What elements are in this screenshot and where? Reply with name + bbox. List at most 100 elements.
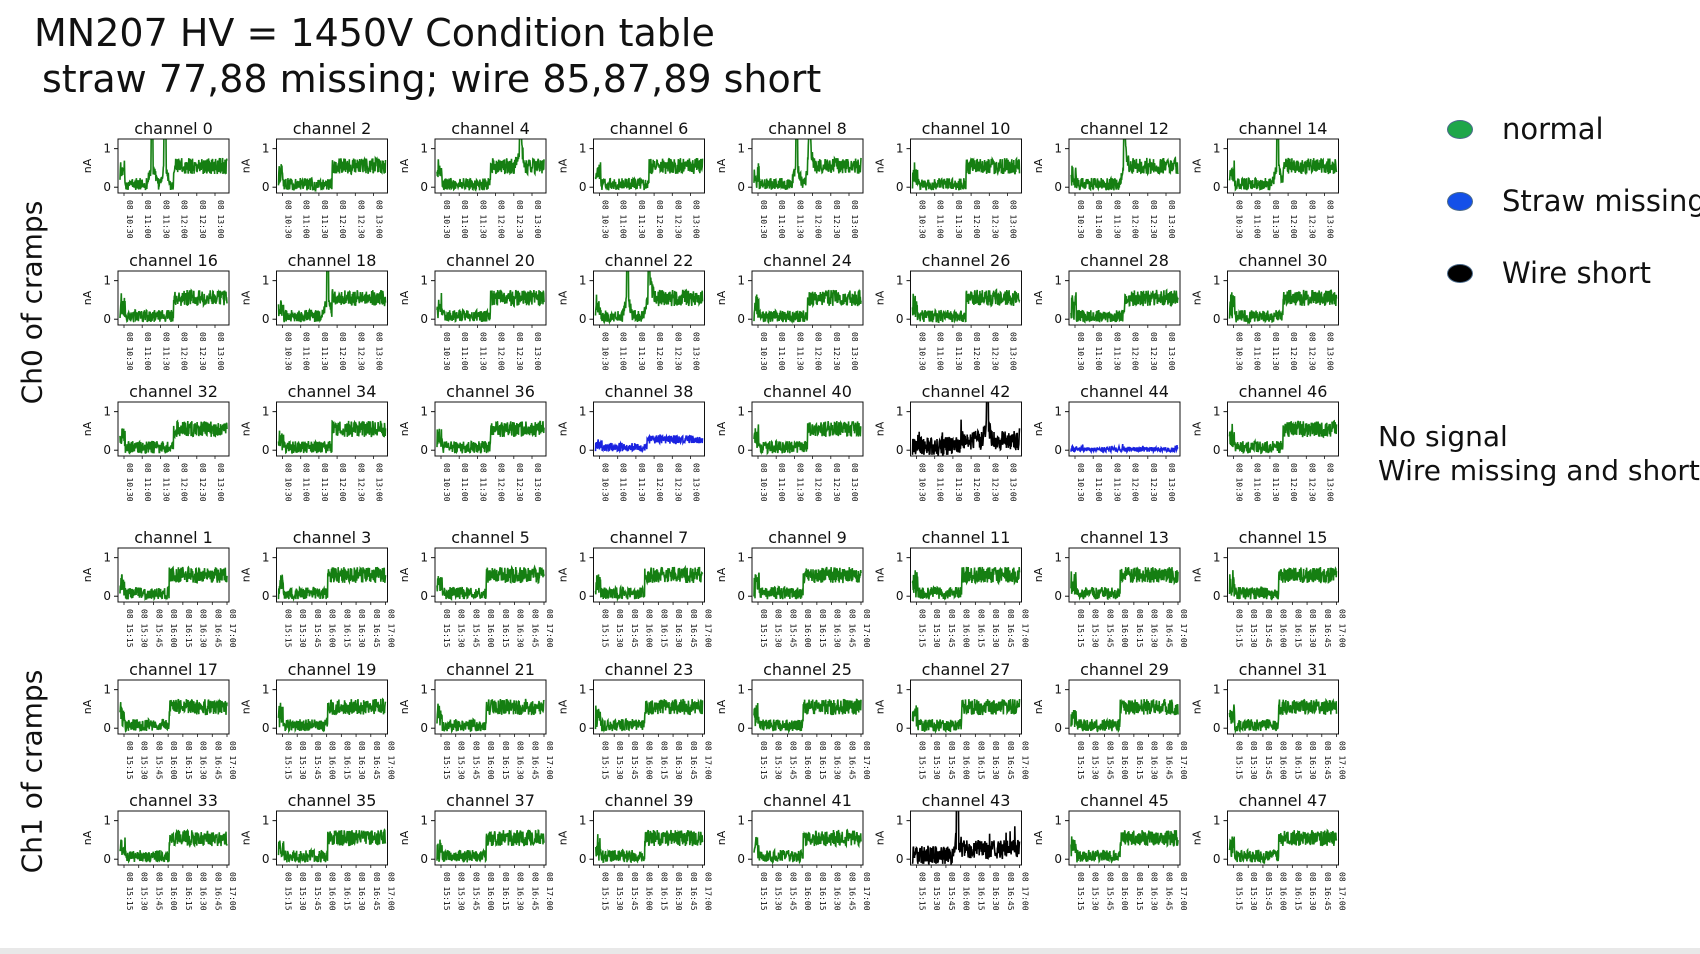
y-axis-label: nA	[557, 699, 570, 714]
x-tick-label: 08 17:00	[228, 609, 237, 648]
y-tick-label: 1	[737, 551, 745, 565]
x-tick-label: 08 12:00	[1289, 332, 1298, 371]
x-tick-label: 08 12:00	[338, 463, 347, 502]
x-tick-label: 08 16:45	[847, 609, 856, 648]
x-tick-label: 08 11:30	[161, 332, 170, 371]
x-tick-label: 08 13:00	[1167, 200, 1176, 239]
series-line	[119, 139, 228, 191]
chart-panel-channel-46: channel 46 nA 0 1 08 10:30 08 11:00 08 11:30 08…	[1191, 382, 1339, 502]
x-tick-label: 08 15:30	[298, 741, 307, 780]
panel-title: channel 7	[610, 528, 689, 547]
x-tick-label: 08 15:45	[471, 609, 480, 648]
x-tick-label: 08 12:30	[990, 463, 999, 502]
panel-title: channel 13	[1080, 528, 1169, 547]
chart-panel-channel-24: channel 24 nA 0 1 08 10:30 08 11:00 08 11:30 08…	[715, 251, 864, 371]
series-line	[594, 564, 704, 602]
x-tick-label: 08 16:30	[1308, 609, 1317, 648]
y-tick-label: 0	[579, 852, 587, 866]
x-tick-label: 08 16:15	[501, 609, 510, 648]
y-tick-label: 1	[896, 142, 904, 156]
x-tick-label: 08 16:45	[1323, 872, 1332, 911]
panel-title: channel 4	[451, 119, 530, 138]
y-tick-label: 1	[103, 405, 111, 419]
y-axis-label: nA	[1191, 567, 1204, 582]
series-line	[594, 157, 704, 191]
x-tick-label: 08 16:00	[645, 609, 654, 648]
y-tick-label: 0	[262, 443, 270, 457]
panel-title: channel 23	[605, 660, 694, 679]
y-tick-label: 1	[896, 274, 904, 288]
series-line	[277, 828, 387, 865]
x-tick-label: 08 15:15	[284, 741, 293, 780]
x-tick-label: 08 16:30	[199, 741, 208, 780]
y-tick-label: 1	[262, 274, 270, 288]
panel-title: channel 39	[605, 791, 694, 810]
series-line	[1228, 419, 1338, 455]
x-tick-label: 08 12:00	[814, 332, 823, 371]
y-axis-label: nA	[715, 567, 728, 582]
x-tick-label: 08 15:15	[759, 872, 768, 911]
x-tick-label: 08 16:30	[833, 872, 842, 911]
x-tick-label: 08 15:30	[140, 609, 149, 648]
x-tick-label: 08 16:45	[1164, 872, 1173, 911]
y-tick-label: 1	[579, 142, 587, 156]
x-tick-label: 08 11:30	[161, 463, 170, 502]
x-tick-label: 08 10:30	[125, 463, 134, 502]
x-tick-label: 08 12:30	[673, 200, 682, 239]
x-tick-label: 08 13:00	[1326, 463, 1335, 502]
y-tick-label: 1	[896, 683, 904, 697]
x-tick-label: 08 15:45	[947, 741, 956, 780]
x-tick-label: 08 16:30	[357, 872, 366, 911]
chart-panel-channel-3: channel 3 nA 0 1 08 15:15 08 15:30 08 15:45 08 …	[240, 528, 396, 648]
x-tick-label: 08 15:45	[1264, 609, 1273, 648]
y-tick-label: 1	[1213, 814, 1221, 828]
x-tick-label: 08 15:15	[1076, 609, 1085, 648]
x-tick-label: 08 16:15	[1293, 741, 1302, 780]
plot-frame	[117, 810, 230, 866]
chart-panel-channel-22: channel 22 nA 0 1 08 10:30 08 11:00 08 11:30 08…	[557, 251, 705, 371]
panel-title: channel 11	[922, 528, 1011, 547]
series-line	[277, 419, 387, 455]
x-tick-label: 08 15:45	[947, 609, 956, 648]
y-tick-label: 0	[737, 180, 745, 194]
y-axis-label: nA	[398, 290, 411, 305]
x-tick-label: 08 12:30	[515, 463, 524, 502]
plot-frame	[593, 270, 705, 326]
x-tick-label: 08 11:00	[1253, 463, 1262, 502]
panel-title: channel 8	[768, 119, 847, 138]
plot-frame	[751, 547, 864, 603]
x-tick-label: 08 12:30	[1307, 200, 1316, 239]
panel-title: channel 19	[288, 660, 377, 679]
x-tick-label: 08 10:30	[442, 200, 451, 239]
x-tick-label: 08 10:30	[1076, 200, 1085, 239]
x-tick-label: 08 13:00	[375, 463, 384, 502]
panel-title: channel 32	[129, 382, 218, 401]
plot-frame	[117, 679, 230, 735]
x-tick-label: 08 16:00	[1279, 609, 1288, 648]
x-tick-label: 08 11:30	[320, 200, 329, 239]
y-axis-label: nA	[81, 158, 94, 173]
panel-title: channel 41	[763, 791, 852, 810]
series-line	[911, 402, 1021, 456]
x-tick-label: 08 11:00	[302, 463, 311, 502]
y-tick-label: 1	[737, 142, 745, 156]
y-tick-label: 0	[896, 721, 904, 735]
y-axis-label: nA	[557, 158, 570, 173]
y-tick-label: 0	[420, 721, 428, 735]
y-axis-label: nA	[240, 567, 253, 582]
y-tick-label: 0	[579, 721, 587, 735]
chart-panel-channel-17: channel 17 nA 0 1 08 15:15 08 15:30 08 15:45 08…	[81, 660, 237, 780]
x-tick-label: 08 15:45	[630, 741, 639, 780]
x-tick-label: 08 15:15	[601, 741, 610, 780]
footer-bar	[0, 948, 1700, 954]
y-tick-label: 1	[1213, 683, 1221, 697]
x-tick-label: 08 16:15	[501, 872, 510, 911]
x-tick-label: 08 16:45	[1006, 741, 1015, 780]
y-tick-label: 0	[103, 443, 111, 457]
panel-title: channel 5	[451, 528, 530, 547]
y-axis-label: nA	[81, 567, 94, 582]
y-axis-label: nA	[874, 699, 887, 714]
y-axis-label: nA	[1032, 699, 1045, 714]
x-tick-label: 08 13:00	[1167, 332, 1176, 371]
x-tick-label: 08 16:00	[1279, 741, 1288, 780]
